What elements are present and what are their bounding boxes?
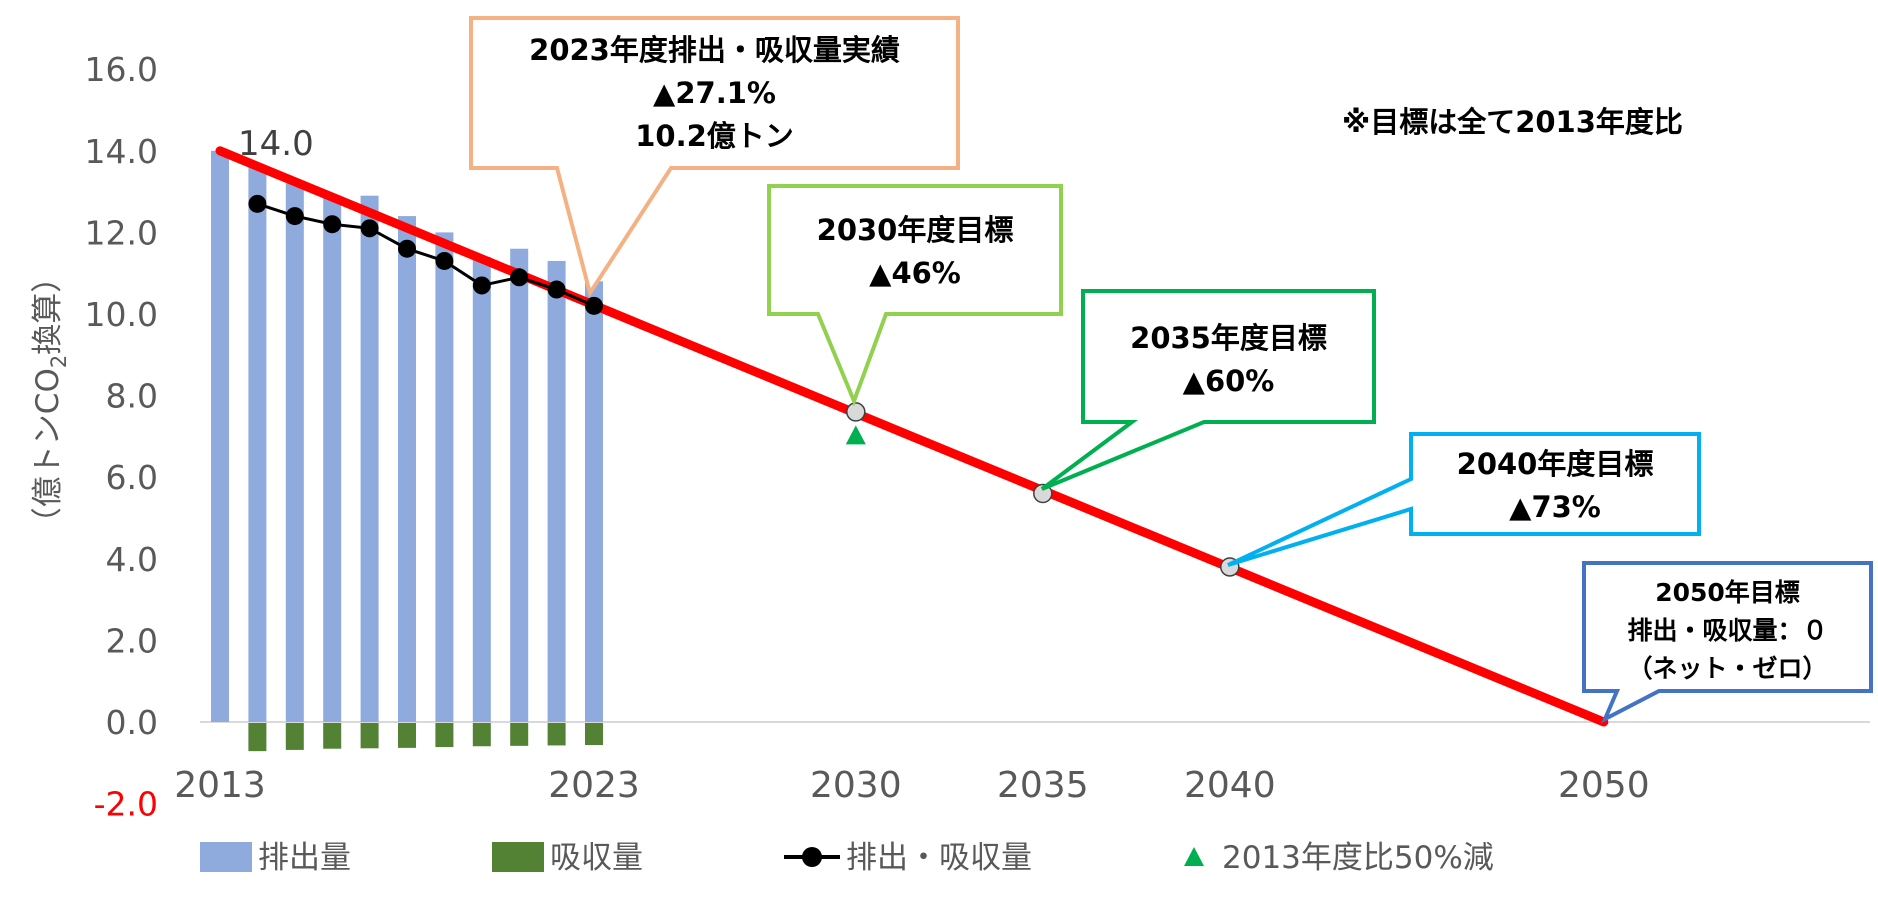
y-tick-label: -2.0	[94, 785, 158, 824]
emission-bar	[360, 195, 379, 722]
callout-text: （ネット・ゼロ）	[1627, 654, 1827, 683]
callout-text: 排出・吸収量：０	[1627, 616, 1827, 645]
net-emission-point	[285, 207, 304, 226]
callout-text: 10.2億トン	[635, 119, 794, 153]
emission-bar	[323, 195, 342, 722]
emission-bar	[211, 150, 229, 723]
absorption-bar	[398, 723, 416, 748]
net-emission-point	[323, 215, 342, 234]
emission-bar	[285, 183, 304, 722]
emission-bar	[248, 167, 267, 722]
callout-frame	[469, 16, 960, 298]
legend-swatch-emission	[200, 842, 252, 872]
legend: 排出量 吸収量 排出・吸収量 2013年度比50%減	[200, 840, 1494, 876]
emission-bar	[547, 260, 566, 722]
y-tick-label: 16.0	[85, 50, 158, 89]
y-tick-label: 6.0	[106, 458, 158, 497]
callout-frame	[1227, 432, 1701, 567]
y-tick-label: 10.0	[85, 295, 158, 334]
absorption-bar	[547, 723, 566, 746]
x-tick-label: 2035	[997, 765, 1089, 806]
baseline-note: ※目標は全て2013年度比	[1342, 105, 1683, 139]
absorption-bar	[323, 723, 342, 749]
legend-label: 排出・吸収量	[846, 840, 1032, 876]
x-tick-label: 2013	[174, 765, 266, 806]
callout-text: 2040年度目標	[1457, 447, 1654, 481]
y-axis-label: （億トンCO2換算）	[30, 262, 71, 538]
net-emission-point	[510, 268, 529, 287]
net-emission-point	[472, 276, 491, 295]
absorption-bar	[510, 723, 529, 746]
y-tick-label: 12.0	[85, 213, 158, 252]
net-emission-point	[360, 219, 379, 238]
y-tick-label: 2.0	[106, 621, 158, 660]
legend-label: 排出量	[258, 840, 351, 876]
callout-text: ▲73%	[1509, 490, 1601, 524]
emission-bar	[398, 216, 416, 722]
net-emission-line	[256, 202, 595, 308]
y-tick-label: 14.0	[85, 132, 158, 171]
callout-target-2040: 2040年度目標 ▲73%	[1227, 432, 1701, 567]
legend-label: 吸収量	[550, 840, 643, 876]
absorption-bar	[435, 723, 454, 748]
x-tick-label: 2023	[548, 765, 640, 806]
y-tick-label: 4.0	[106, 540, 158, 579]
emission-bar	[585, 281, 603, 722]
callout-text: ▲60%	[1183, 364, 1275, 398]
y-axis-label-subscript: 2	[47, 355, 71, 368]
emission-bar	[472, 256, 491, 722]
emission-bar	[435, 232, 454, 722]
absorption-bar	[360, 723, 379, 749]
y-axis-label-part: 換算）	[30, 262, 66, 355]
callout-text: 2035年度目標	[1130, 321, 1327, 355]
target-point	[846, 402, 866, 422]
net-emission-point	[435, 251, 454, 270]
target-line	[215, 146, 1609, 727]
data-label-2013: 14.0	[238, 124, 314, 164]
callout-target-2035: 2035年度目標 ▲60%	[1040, 289, 1376, 491]
y-axis-label-part: （億トンCO	[30, 368, 66, 538]
emission-bar	[510, 248, 529, 722]
x-tick-label: 2040	[1184, 765, 1276, 806]
net-emission-point	[398, 239, 416, 258]
target-point	[1033, 483, 1053, 504]
callout-text: ▲46%	[869, 256, 961, 290]
net-emission-point	[248, 194, 267, 213]
x-tick-label: 2030	[810, 765, 902, 806]
x-tick-label: 2050	[1558, 765, 1650, 806]
half-reduction-marker	[845, 425, 866, 445]
legend-swatch-net-point	[802, 847, 822, 867]
callout-target-2030: 2030年度目標 ▲46%	[767, 184, 1063, 407]
y-tick-label: 8.0	[106, 377, 158, 416]
legend-swatch-absorption	[492, 842, 544, 872]
callout-frame	[767, 184, 1063, 407]
callout-text: ▲27.1%	[653, 76, 776, 110]
absorption-bar	[285, 723, 304, 750]
callout-frame	[1582, 561, 1873, 724]
absorption-bar	[248, 723, 267, 752]
absorption-bar	[585, 723, 603, 746]
legend-label: 2013年度比50%減	[1222, 840, 1494, 876]
y-tick-label: 0.0	[106, 703, 158, 742]
legend-swatch-triangle	[1184, 847, 1204, 866]
callout-frame	[1040, 289, 1376, 491]
callout-text: 2030年度目標	[817, 213, 1014, 247]
absorption-bar	[472, 723, 491, 747]
net-emission-point	[585, 296, 603, 315]
callout-text: 2023年度排出・吸収量実績	[529, 33, 900, 67]
net-emission-point	[547, 280, 566, 299]
callout-actual-2023: 2023年度排出・吸収量実績 ▲27.1% 10.2億トン	[469, 16, 960, 298]
callout-text: 2050年目標	[1655, 578, 1800, 607]
